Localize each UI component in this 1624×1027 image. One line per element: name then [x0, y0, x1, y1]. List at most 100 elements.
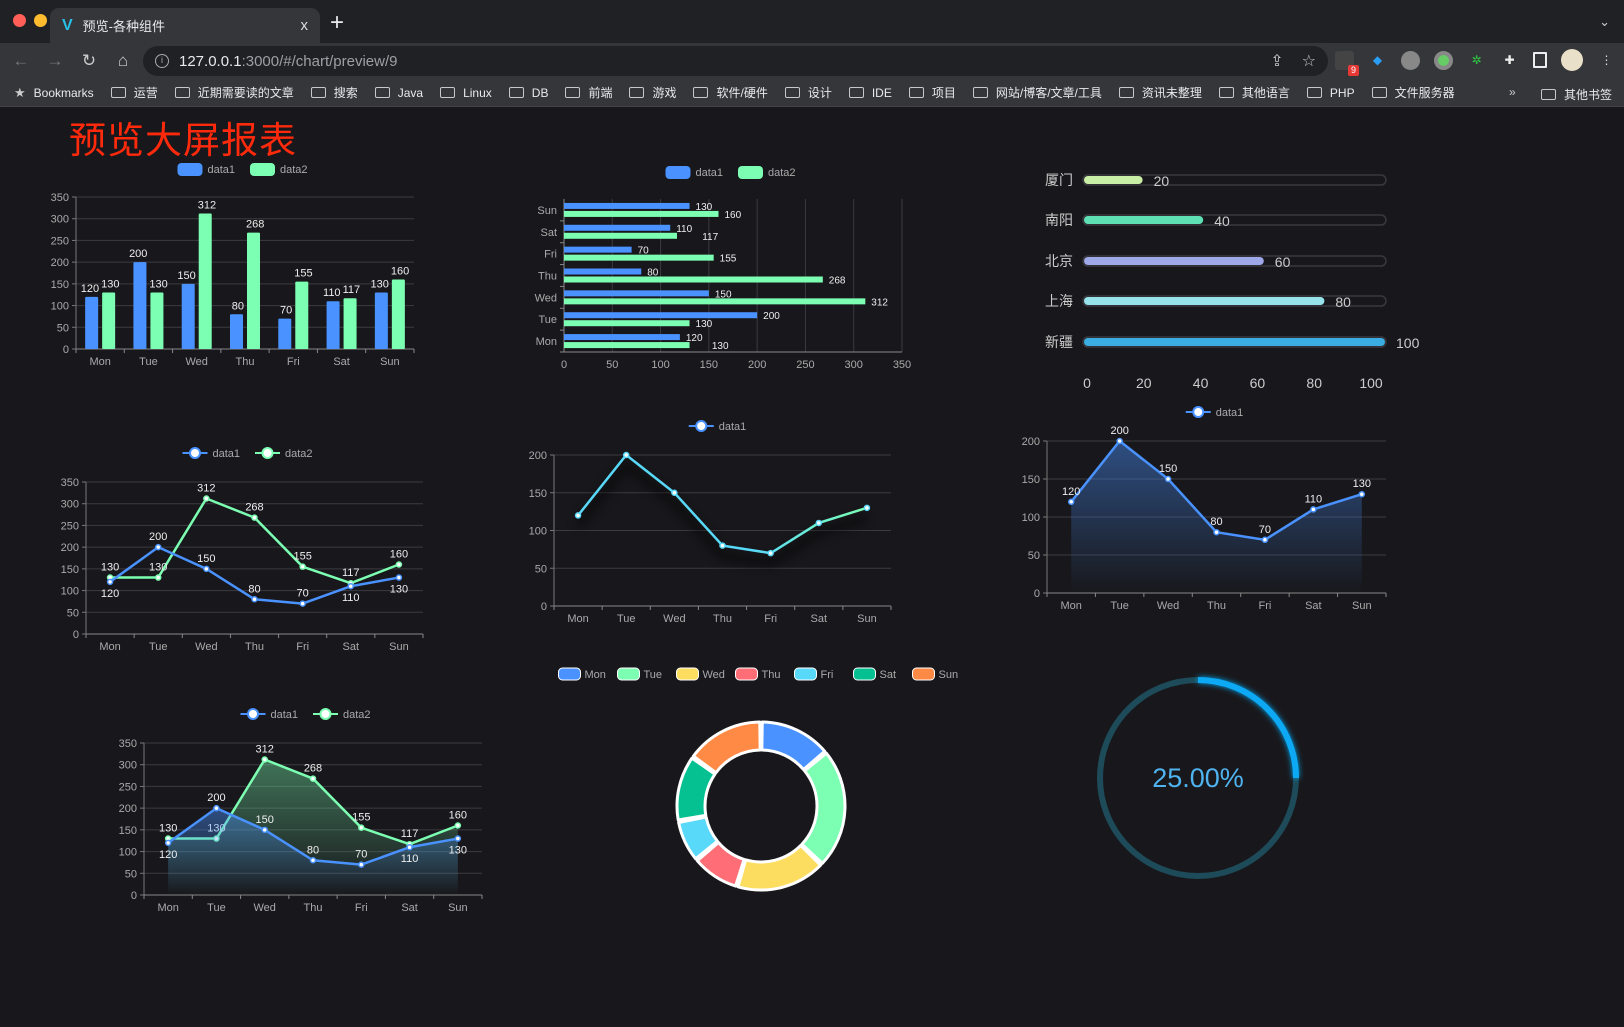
- back-icon[interactable]: ←: [12, 51, 30, 70]
- bookmark-folder[interactable]: 运营: [110, 84, 158, 101]
- bookmark-folder[interactable]: 网站/博客/文章/工具: [972, 84, 1102, 101]
- extension-icon[interactable]: [1434, 50, 1453, 70]
- progress-track: [1082, 214, 1387, 226]
- bookmark-label: 资讯未整理: [1141, 86, 1202, 100]
- tab-close-icon[interactable]: x: [300, 17, 309, 34]
- x-tick-label: Sat: [401, 902, 418, 914]
- bookmark-folder[interactable]: 前端: [565, 84, 612, 101]
- legend-circle-icon: [247, 708, 259, 720]
- legend-item-sun[interactable]: Sun: [912, 667, 959, 681]
- progress-value: 100: [1396, 335, 1420, 351]
- bar-data2: [564, 232, 677, 239]
- legend-item-data2[interactable]: data2: [255, 447, 313, 460]
- x-tick-label: 80: [1306, 375, 1322, 391]
- x-tick-label: Sat: [811, 613, 828, 625]
- forward-icon[interactable]: →: [46, 51, 64, 70]
- side-panel-icon[interactable]: [1533, 52, 1547, 68]
- legend-item-data1[interactable]: data1: [665, 166, 724, 179]
- y-tick-label: 250: [119, 781, 137, 793]
- progress-track: [1082, 295, 1387, 307]
- x-tick-label: Fri: [296, 641, 309, 653]
- y-tick-label: 150: [119, 825, 137, 837]
- bar-data1: [230, 314, 243, 349]
- bookmark-folder[interactable]: Linux: [440, 86, 492, 100]
- point-data1: [251, 596, 258, 603]
- donut-slice-sun: [691, 720, 762, 775]
- bookmark-folder[interactable]: 文件服务器: [1371, 84, 1455, 101]
- bookmark-folder[interactable]: 软件/硬件: [693, 84, 768, 101]
- folder-icon: [784, 87, 800, 98]
- bookmark-folder[interactable]: IDE: [848, 86, 892, 100]
- y-tick-label: 150: [1022, 474, 1040, 486]
- legend-item-data1[interactable]: data1: [688, 420, 747, 433]
- bookmark-label: Linux: [463, 85, 492, 100]
- legend-item-data1[interactable]: data1: [182, 447, 241, 460]
- y-tick-label: 200: [51, 257, 69, 269]
- close-window-button[interactable]: [13, 14, 26, 27]
- x-tick-label: Sat: [343, 641, 360, 653]
- reload-icon[interactable]: ↻: [81, 51, 97, 70]
- share-icon[interactable]: ⇪: [1270, 53, 1284, 70]
- bookmark-folder[interactable]: 资讯未整理: [1118, 84, 1202, 101]
- minimize-window-button[interactable]: [34, 14, 47, 27]
- legend-label: Wed: [703, 669, 725, 681]
- profile-avatar[interactable]: [1561, 49, 1583, 71]
- legend-item-sat[interactable]: Sat: [853, 667, 897, 681]
- folder-icon: [1306, 87, 1322, 98]
- bar-data2: [564, 298, 866, 305]
- x-tick-label: Sun: [448, 902, 468, 914]
- legend-item-data2[interactable]: data2: [738, 166, 796, 179]
- data-label: 130: [390, 584, 408, 596]
- legend-item-data1[interactable]: data1: [177, 163, 236, 176]
- home-icon[interactable]: ⌂: [117, 51, 129, 70]
- y-tick-label: 150: [529, 488, 547, 500]
- new-tab-button[interactable]: +: [330, 9, 345, 36]
- point-data2: [299, 563, 306, 570]
- legend-item-mon[interactable]: Mon: [558, 667, 606, 681]
- area-data1: [1071, 441, 1362, 593]
- extension-icon[interactable]: [1401, 50, 1420, 70]
- bookmark-folder[interactable]: 搜索: [310, 84, 358, 101]
- extension-icon[interactable]: 9: [1335, 50, 1359, 76]
- legend-item-data2[interactable]: data2: [250, 163, 308, 176]
- legend-item-fri[interactable]: Fri: [794, 667, 834, 681]
- other-bookmarks[interactable]: 其他书签: [1540, 86, 1612, 103]
- legend-item-wed[interactable]: Wed: [676, 667, 725, 681]
- bookmark-folder[interactable]: 设计: [784, 84, 832, 101]
- bookmark-star-icon[interactable]: ☆: [1301, 53, 1316, 70]
- data-label: 130: [149, 562, 167, 574]
- tab-search-chevron-icon[interactable]: ⌄: [1599, 14, 1610, 29]
- legend-swatch: [617, 667, 640, 681]
- bookmark-folder[interactable]: 游戏: [629, 84, 676, 101]
- gem-extension-icon[interactable]: ◆: [1372, 52, 1383, 67]
- folder-icon: [508, 87, 524, 98]
- legend-swatch: [177, 163, 203, 176]
- x-tick-label: Thu: [245, 641, 264, 653]
- legend-item-data2[interactable]: data2: [313, 708, 371, 721]
- browser-tab[interactable]: V 预览-各种组件 x: [50, 8, 320, 43]
- bookmark-folder[interactable]: 项目: [908, 84, 956, 101]
- bookmark-folder[interactable]: DB: [508, 86, 548, 100]
- legend-item-data1[interactable]: data1: [1185, 406, 1244, 419]
- address-bar[interactable]: i 127.0.0.1:3000/#/chart/preview/9 ⇪ ☆: [143, 46, 1328, 76]
- puzzle-extensions-icon[interactable]: ✚: [1504, 52, 1515, 67]
- tab-title: 预览-各种组件: [82, 19, 166, 34]
- data-label: 160: [725, 210, 742, 221]
- data-label: 268: [246, 219, 264, 231]
- legend-item-thu[interactable]: Thu: [735, 667, 781, 681]
- point-data2: [251, 514, 258, 521]
- bookmark-folder[interactable]: 近期需要读的文章: [174, 84, 294, 101]
- site-info-icon[interactable]: i: [155, 54, 169, 68]
- donut-slice-tue: [800, 751, 847, 865]
- bookmark-folder[interactable]: PHP: [1306, 86, 1355, 100]
- x-tick-label: 250: [796, 359, 814, 371]
- legend-item-data1[interactable]: data1: [240, 708, 299, 721]
- menu-icon[interactable]: ⋮: [1600, 52, 1613, 67]
- folder-icon: [1118, 87, 1134, 98]
- legend-item-tue[interactable]: Tue: [617, 667, 663, 681]
- star-extension-icon[interactable]: ✲: [1471, 52, 1482, 67]
- bookmark-folder[interactable]: 其他语言: [1218, 84, 1290, 101]
- bookmarks-manager[interactable]: ★ Bookmarks: [14, 85, 94, 101]
- bookmarks-overflow-button[interactable]: »: [1509, 85, 1516, 99]
- bookmark-folder[interactable]: Java: [374, 86, 423, 100]
